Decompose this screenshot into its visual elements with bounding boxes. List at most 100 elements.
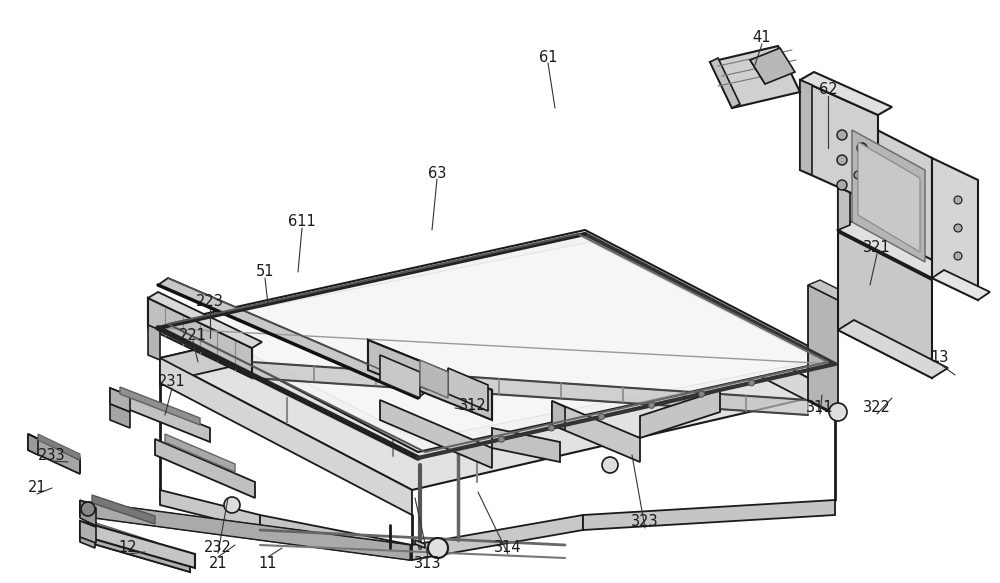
Polygon shape — [168, 230, 835, 452]
Text: 312: 312 — [459, 398, 487, 413]
Polygon shape — [28, 434, 38, 455]
Circle shape — [854, 171, 862, 179]
Polygon shape — [252, 362, 808, 415]
Text: 611: 611 — [288, 215, 316, 230]
Polygon shape — [80, 521, 96, 543]
Polygon shape — [838, 110, 932, 278]
Polygon shape — [148, 292, 262, 348]
Text: 313: 313 — [414, 556, 442, 571]
Circle shape — [602, 457, 618, 473]
Circle shape — [428, 538, 448, 558]
Polygon shape — [492, 428, 560, 462]
Polygon shape — [80, 501, 410, 560]
Polygon shape — [80, 501, 410, 560]
Polygon shape — [800, 80, 812, 175]
Circle shape — [837, 180, 847, 190]
Circle shape — [81, 502, 95, 516]
Polygon shape — [448, 368, 488, 411]
Polygon shape — [932, 158, 978, 300]
Polygon shape — [148, 298, 252, 375]
Text: 231: 231 — [158, 374, 186, 389]
Polygon shape — [800, 72, 892, 115]
Text: 51: 51 — [256, 265, 274, 279]
Circle shape — [224, 497, 240, 513]
Text: 61: 61 — [539, 50, 557, 65]
Polygon shape — [80, 526, 190, 572]
Circle shape — [837, 130, 847, 140]
Polygon shape — [28, 434, 80, 474]
Polygon shape — [583, 260, 835, 415]
Polygon shape — [148, 325, 160, 360]
Polygon shape — [158, 278, 428, 398]
Circle shape — [857, 143, 867, 153]
Polygon shape — [80, 526, 95, 548]
Circle shape — [954, 224, 962, 232]
Polygon shape — [640, 390, 720, 438]
Circle shape — [954, 252, 962, 260]
Polygon shape — [368, 340, 492, 418]
Polygon shape — [932, 270, 990, 300]
Polygon shape — [160, 358, 412, 515]
Circle shape — [649, 402, 655, 408]
Text: 314: 314 — [494, 540, 522, 556]
Text: 12: 12 — [119, 540, 137, 556]
Polygon shape — [808, 285, 838, 415]
Text: 221: 221 — [179, 328, 207, 342]
Polygon shape — [160, 490, 260, 530]
Polygon shape — [838, 232, 932, 378]
Polygon shape — [188, 242, 820, 440]
Polygon shape — [90, 521, 155, 550]
Polygon shape — [260, 515, 412, 560]
Polygon shape — [80, 521, 195, 568]
Polygon shape — [165, 434, 235, 472]
Polygon shape — [380, 400, 492, 468]
Text: 232: 232 — [204, 539, 232, 554]
Text: 21: 21 — [28, 480, 46, 496]
Polygon shape — [710, 58, 740, 108]
Polygon shape — [412, 515, 583, 560]
Text: 63: 63 — [428, 166, 446, 181]
Text: 323: 323 — [631, 515, 659, 529]
Polygon shape — [852, 130, 925, 262]
Circle shape — [498, 436, 504, 442]
Polygon shape — [800, 80, 878, 205]
Polygon shape — [808, 280, 850, 300]
Polygon shape — [110, 388, 130, 412]
Text: 321: 321 — [863, 241, 891, 255]
Text: 233: 233 — [38, 448, 66, 462]
Polygon shape — [838, 105, 850, 230]
Polygon shape — [160, 260, 835, 490]
Text: 21: 21 — [209, 556, 227, 571]
Polygon shape — [750, 48, 795, 84]
Text: 322: 322 — [863, 401, 891, 416]
Text: 311: 311 — [806, 401, 834, 416]
Circle shape — [829, 403, 847, 421]
Text: 223: 223 — [196, 294, 224, 310]
Polygon shape — [368, 340, 492, 420]
Polygon shape — [148, 298, 252, 378]
Circle shape — [749, 380, 755, 386]
Polygon shape — [110, 388, 210, 442]
Text: 62: 62 — [819, 83, 837, 97]
Polygon shape — [838, 320, 948, 378]
Text: 13: 13 — [931, 350, 949, 366]
Polygon shape — [420, 360, 448, 398]
Polygon shape — [38, 434, 80, 460]
Polygon shape — [80, 526, 190, 572]
Polygon shape — [28, 434, 80, 472]
Polygon shape — [415, 540, 425, 548]
Polygon shape — [710, 46, 800, 108]
Circle shape — [598, 414, 604, 420]
Circle shape — [837, 155, 847, 165]
Text: 41: 41 — [753, 30, 771, 45]
Polygon shape — [838, 220, 948, 278]
Polygon shape — [92, 495, 155, 524]
Polygon shape — [155, 439, 255, 498]
Polygon shape — [858, 142, 920, 252]
Polygon shape — [120, 387, 200, 425]
Polygon shape — [380, 355, 420, 398]
Text: 11: 11 — [259, 556, 277, 571]
Polygon shape — [552, 401, 640, 462]
Polygon shape — [552, 401, 565, 430]
Circle shape — [548, 425, 554, 431]
